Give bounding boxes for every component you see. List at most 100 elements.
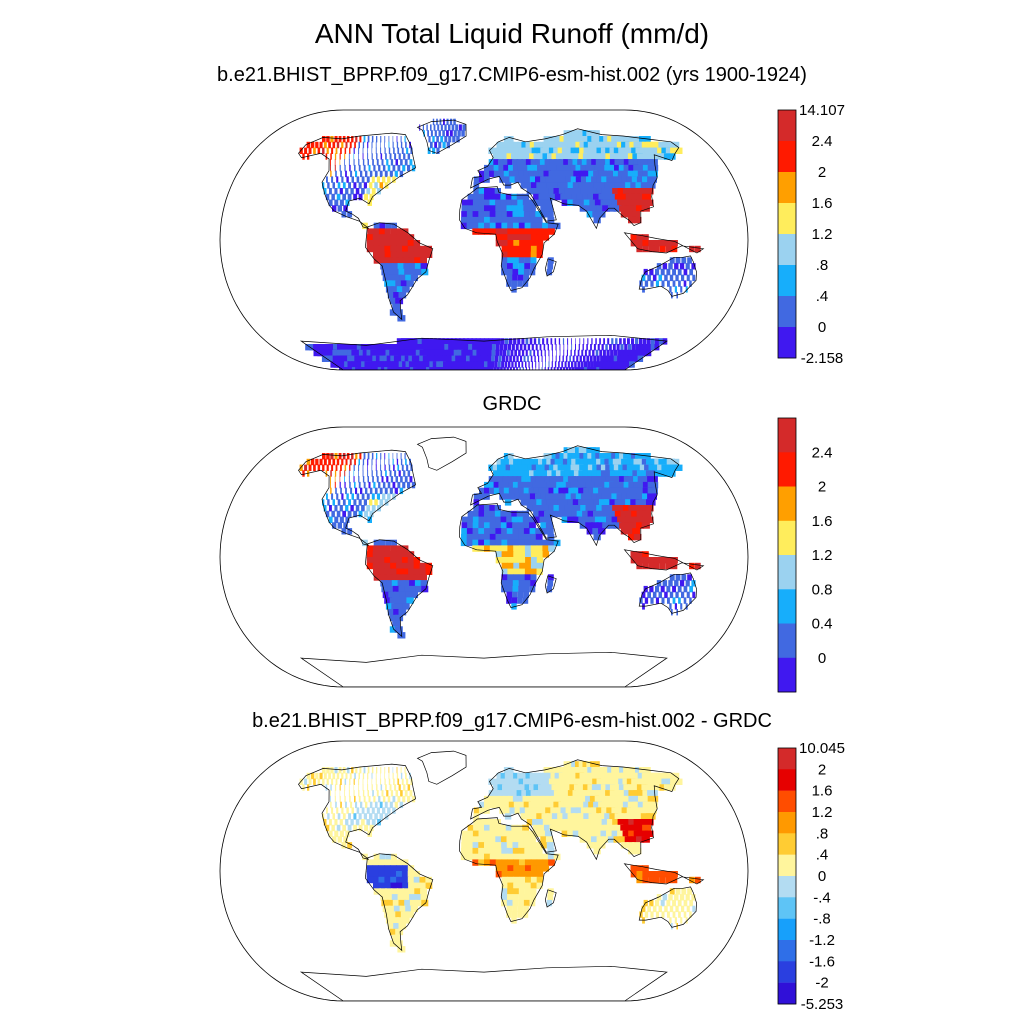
grid-cell: [367, 778, 368, 785]
grid-cell: [542, 470, 550, 477]
grid-cell: [343, 836, 348, 843]
grid-cell: [553, 159, 562, 166]
grid-cell: [626, 528, 635, 535]
grid-cell: [362, 147, 364, 154]
grid-cell: [587, 338, 589, 345]
grid-cell: [489, 824, 496, 832]
grid-cell: [319, 772, 323, 780]
grid-cell: [546, 772, 554, 780]
grid-cell: [400, 476, 403, 483]
grid-cell: [550, 807, 558, 814]
grid-cell: [484, 819, 491, 826]
grid-cell: [421, 899, 429, 907]
grid-cell: [495, 228, 503, 235]
grid-cell: [413, 338, 421, 345]
grid-cell: [545, 355, 546, 362]
grid-cell: [334, 790, 336, 797]
grid-cell: [332, 836, 337, 843]
grid-cell: [517, 836, 525, 843]
grid-cell: [530, 216, 537, 224]
grid-cell: [606, 807, 616, 814]
grid-cell: [332, 141, 336, 149]
grid-cell: [442, 367, 449, 370]
grid-cell: [518, 211, 525, 218]
grid-cell: [542, 853, 549, 861]
grid-cell: [675, 574, 681, 581]
grid-cell: [665, 562, 672, 570]
grid-cell: [511, 917, 517, 924]
grid-cell: [337, 205, 342, 212]
grid-cell: [585, 836, 593, 843]
grid-cell: [341, 458, 344, 466]
grid-cell: [467, 338, 473, 345]
grid-cell: [387, 923, 396, 930]
grid-cell: [363, 182, 367, 189]
grid-cell: [633, 199, 643, 206]
grid-cell: [389, 470, 392, 477]
grid-cell: [510, 778, 517, 785]
grid-cell: [402, 917, 410, 924]
grid-cell: [358, 458, 360, 466]
coastline-europe-asia: [470, 445, 680, 547]
grid-cell: [382, 591, 391, 599]
grid-cell: [401, 147, 404, 154]
grid-cell: [665, 871, 673, 878]
grid-cell: [484, 344, 489, 351]
grid-cell: [549, 193, 557, 201]
colorbar-1-label: 2.4: [812, 444, 833, 461]
grid-cell: [514, 147, 521, 154]
grid-cell: [400, 767, 402, 774]
grid-cell: [583, 361, 587, 368]
grid-cell: [614, 481, 624, 489]
grid-cell: [580, 493, 590, 500]
grid-cell: [489, 847, 497, 855]
grid-cell: [536, 545, 544, 552]
colorbar-0-swatch: [778, 327, 796, 359]
grid-cell: [410, 591, 418, 599]
grid-cell: [628, 830, 637, 837]
grid-cell: [493, 476, 499, 483]
grid-cell: [553, 819, 561, 826]
grid-cell: [635, 338, 639, 345]
grid-cell: [415, 899, 423, 907]
grid-cell: [631, 349, 637, 357]
grid-cell: [646, 499, 656, 506]
grid-cell: [541, 481, 550, 489]
grid-cell: [339, 516, 344, 523]
grid-cell: [496, 367, 500, 370]
grid-cell: [448, 136, 452, 143]
grid-cell: [546, 813, 555, 820]
grid-cell: [606, 361, 611, 368]
grid-cell: [388, 767, 390, 774]
grid-cell: [630, 836, 639, 843]
grid-cell: [550, 141, 559, 149]
grid-cell: [535, 176, 543, 183]
grid-cell: [593, 361, 598, 368]
grid-cell: [391, 580, 399, 587]
grid-cell: [647, 790, 658, 797]
grid-cell: [551, 153, 560, 160]
grid-cell: [505, 464, 512, 471]
grid-cell: [340, 487, 342, 495]
grid-cell: [495, 871, 503, 878]
grid-cell: [373, 251, 380, 258]
grid-cell: [619, 182, 629, 189]
grid-cell: [372, 562, 380, 570]
grid-cell: [645, 153, 657, 160]
grid-cell: [498, 159, 504, 166]
grid-cell: [391, 917, 400, 924]
grid-cell: [358, 141, 360, 149]
grid-cell: [611, 516, 620, 523]
grid-cell: [478, 228, 485, 235]
grid-cell: [492, 338, 497, 345]
grid-cell: [361, 176, 365, 183]
grid-cell: [532, 164, 540, 172]
grid-cell: [473, 355, 478, 362]
grid-cell: [372, 234, 379, 241]
grid-cell: [530, 228, 538, 235]
grid-cell: [367, 545, 374, 552]
grid-cell: [461, 836, 468, 843]
grid-cell: [404, 476, 408, 483]
grid-cell: [384, 772, 385, 780]
grid-cell: [330, 767, 334, 774]
